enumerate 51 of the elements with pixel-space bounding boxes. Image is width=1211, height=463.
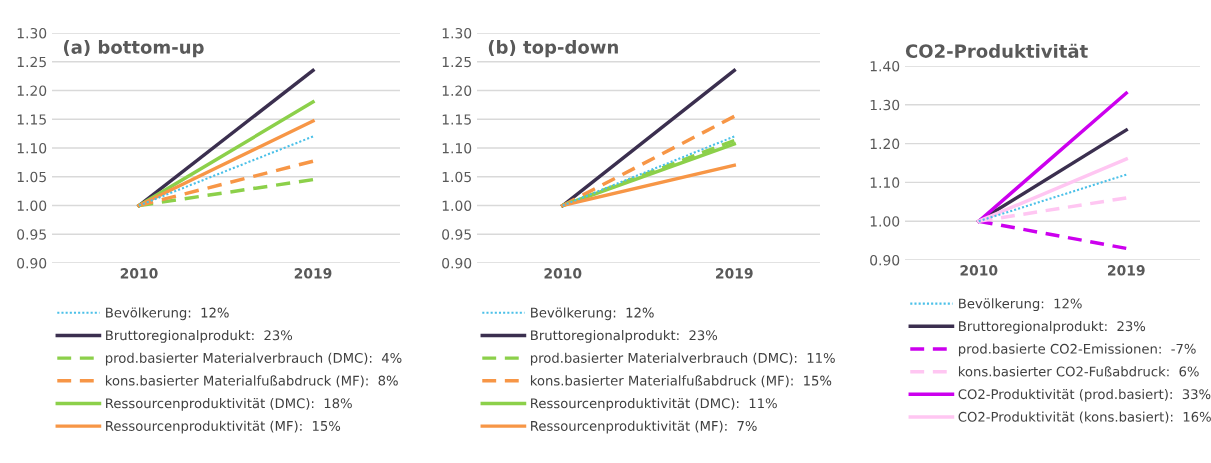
y-tick-label: 1.00 (442, 200, 472, 211)
legend-label: prod.basierter Materialverbrauch (DMC): 4% (105, 352, 402, 366)
x-tick-label: 2010 (120, 268, 158, 279)
y-tick-label: 1.10 (870, 177, 900, 188)
legend-label: Ressourcenproduktivität (DMC): 18% (106, 398, 352, 411)
legend-label: Bruttoregionalprodukt: 23% (531, 330, 718, 343)
y-tick-label: 1.20 (870, 138, 900, 150)
x-tick-label: 2010 (544, 268, 582, 279)
legend-label: Bevölkerung: 12% (531, 307, 654, 321)
y-tick-label: 0.90 (442, 257, 472, 269)
legend-label: CO2-Produktivität (kons.basiert): 16% (958, 411, 1211, 424)
y-tick-label: 0.95 (17, 229, 46, 240)
y-tick-label: 1.25 (442, 56, 471, 68)
y-tick-label: 0.95 (442, 229, 471, 240)
y-tick-label: 0.90 (17, 257, 47, 269)
legend-label: Bevölkerung: 12% (106, 307, 229, 321)
y-tick-label: 1.05 (442, 171, 471, 183)
legend-label: Bruttoregionalprodukt: 23% (959, 320, 1146, 334)
legend-label: CO2-Produktivität (prod.basiert): 33% (958, 388, 1211, 402)
chart-title: (a) bottom-up (63, 39, 204, 58)
legend-label: Ressourcenproduktivität (MF): 7% (531, 420, 757, 434)
y-tick-label: 1.10 (442, 142, 472, 154)
legend-label: Bruttoregionalprodukt: 23% (106, 330, 293, 343)
legend-label: kons.basierter Materialfußabdruck (MF): 8% (105, 375, 398, 388)
y-tick-label: 1.00 (17, 200, 47, 211)
y-tick-label: 0.90 (870, 254, 900, 266)
y-tick-label: 1.20 (17, 85, 47, 96)
x-tick-label: 2019 (716, 268, 753, 279)
x-tick-label: 2019 (294, 268, 332, 279)
y-tick-label: 1.10 (17, 142, 47, 154)
y-tick-label: 1.00 (870, 216, 900, 227)
x-tick-label: 2019 (1108, 265, 1145, 276)
y-tick-label: 1.15 (442, 114, 471, 125)
y-tick-label: 1.25 (17, 56, 46, 68)
legend-label: Bevölkerung: 12% (959, 298, 1082, 312)
legend-label: prod.basierte CO2-Emissionen: -7% (958, 343, 1196, 357)
y-tick-label: 1.30 (17, 27, 47, 39)
y-tick-label: 1.05 (17, 171, 46, 183)
y-tick-label: 1.20 (442, 85, 472, 96)
legend-label: kons.basierter Materialfußabdruck (MF): 15% (530, 375, 832, 388)
legend-label: Ressourcenproduktivität (MF): 15% (106, 420, 341, 434)
legend-label: Ressourcenproduktivität (DMC): 11% (531, 398, 777, 411)
chart-title: (b) top-down (488, 39, 618, 58)
legend-label: kons.basierter CO2-Fußabdruck: 6% (958, 366, 1199, 377)
legend-label: prod.basierter Materialverbrauch (DMC): 11% (530, 352, 835, 366)
y-tick-label: 1.40 (870, 60, 900, 72)
y-tick-label: 1.15 (17, 114, 46, 125)
x-tick-label: 2010 (960, 265, 998, 276)
chart-title: CO2-Produktivität (905, 43, 1088, 58)
y-tick-label: 1.30 (442, 27, 472, 39)
y-tick-label: 1.30 (870, 99, 900, 111)
